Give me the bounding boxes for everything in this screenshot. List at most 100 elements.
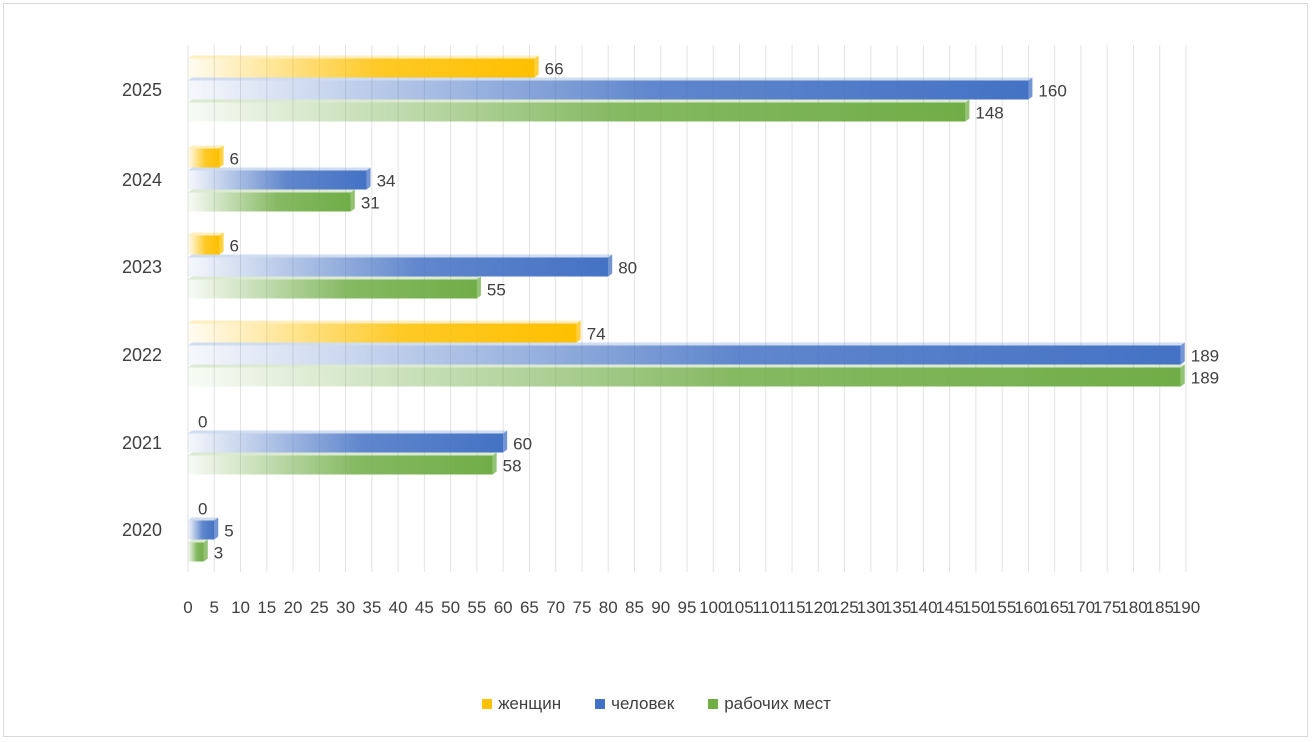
bar-end-cap [492,452,497,475]
legend-swatch [482,699,493,709]
x-tick-label: 35 [362,598,381,617]
data-label: 148 [975,104,1003,123]
data-label: 5 [224,522,233,541]
bar-end-cap [203,539,208,562]
x-tick-label: 75 [572,598,591,617]
bar-end-cap [608,254,613,277]
data-label: 0 [198,413,207,432]
x-tick-label: 70 [546,598,565,617]
x-tick-label: 20 [284,598,303,617]
x-tick-label: 120 [804,598,832,617]
bar-end-cap [965,99,970,122]
bar-top-face [188,320,581,324]
bar-top-face [188,276,481,280]
legend-label: женщин [498,694,562,713]
data-label: 80 [618,259,637,278]
x-tick-label: 10 [231,598,250,617]
data-label: 34 [377,172,396,191]
grid-lines [187,45,1187,572]
bar-top-face [188,342,1185,346]
bar [188,80,1029,100]
bar-top-face [188,254,613,258]
x-tick-label: 30 [336,598,355,617]
x-tick-label: 150 [962,598,990,617]
x-tick-label: 0 [183,598,192,617]
category-label: 2022 [122,345,162,365]
x-tick-label: 145 [935,598,963,617]
data-label: 31 [361,194,380,213]
bar [188,323,577,343]
bar [188,170,367,190]
x-tick-label: 110 [752,598,779,617]
data-label: 0 [198,500,207,519]
x-tick-label: 55 [467,598,486,617]
bar [188,433,504,453]
legend-item: человек [595,694,674,714]
legend: женщин человек рабочих мест [0,694,1313,714]
x-tick-label: 115 [778,598,805,617]
data-label: 60 [513,435,532,454]
bar [188,58,535,78]
legend-swatch [708,699,719,709]
x-tick-label: 130 [857,598,885,617]
bar [188,279,477,299]
x-tick-label: 170 [1067,598,1095,617]
legend-swatch [595,699,606,709]
x-tick-label: 165 [1040,598,1068,617]
bar-end-cap [476,276,481,299]
x-tick-label: 155 [988,598,1016,617]
x-tick-label: 5 [210,598,219,617]
data-label: 6 [230,237,239,256]
legend-label: человек [611,694,675,713]
x-tick-label: 135 [883,598,911,617]
x-tick-label: 45 [415,598,434,617]
x-tick-label: 95 [678,598,697,617]
category-label: 2020 [122,520,162,540]
y-axis-categories: 2020 2021 2022 2023 2024 2025 [122,80,162,540]
bars [188,55,1185,562]
bar-top-face [188,430,508,434]
category-label: 2023 [122,257,162,277]
bar-top-face [188,77,1033,81]
x-tick-label: 25 [310,598,329,617]
bar [188,455,493,475]
bar-end-cap [534,55,539,78]
bar-top-face [188,55,539,59]
x-tick-label: 65 [520,598,539,617]
x-tick-label: 90 [651,598,670,617]
legend-label: рабочих мест [724,694,831,713]
bar-end-cap [576,320,581,343]
x-tick-label: 40 [389,598,408,617]
bar [188,102,966,122]
legend-item: женщин [482,694,561,714]
data-label: 160 [1038,82,1066,101]
bar-end-cap [366,167,371,190]
bar-end-cap [219,145,224,168]
bar-end-cap [1028,77,1033,100]
bar [188,520,215,540]
bar [188,345,1181,365]
bar [188,257,609,277]
x-tick-label: 125 [830,598,858,617]
bar-end-cap [1180,342,1185,365]
data-label: 55 [487,281,506,300]
x-tick-label: 160 [1014,598,1042,617]
bar-top-face [188,99,970,103]
data-label: 189 [1191,347,1219,366]
data-label: 3 [214,544,223,563]
x-tick-label: 190 [1172,598,1200,617]
data-label: 74 [587,325,606,344]
bar-end-cap [503,430,508,453]
x-tick-label: 140 [909,598,937,617]
bar-end-cap [350,189,355,212]
bar-top-face [188,189,355,193]
bar [188,192,351,212]
data-label: 189 [1191,369,1219,388]
x-tick-label: 185 [1146,598,1174,617]
data-label: 66 [545,60,564,79]
x-tick-label: 85 [625,598,644,617]
x-tick-label: 80 [599,598,618,617]
x-tick-label: 180 [1119,598,1147,617]
legend-item: рабочих мест [708,694,831,714]
